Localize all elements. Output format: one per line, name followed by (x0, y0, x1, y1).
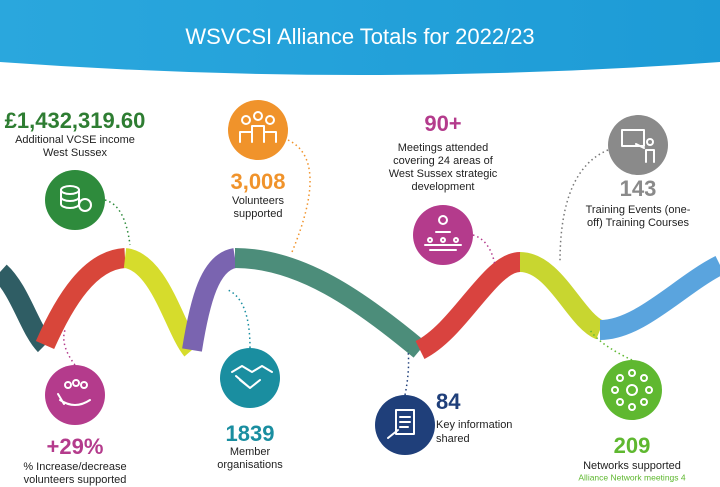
stat-value: 209 (614, 433, 651, 458)
icon-people (228, 100, 288, 160)
stat-label: Networks supported (583, 460, 681, 472)
stat-label: supported (234, 208, 283, 220)
stat-value: 1839 (226, 421, 275, 446)
connectors (63, 139, 633, 396)
stat-label: volunteers supported (24, 474, 127, 486)
stat-label: Member (230, 446, 271, 458)
stat-value: £1,432,319.60 (5, 108, 146, 133)
stat-label: Key information (436, 419, 512, 431)
stat-label: Training Events (one- (586, 204, 691, 216)
header-banner (0, 0, 720, 75)
stat-label: Meetings attended (398, 142, 489, 154)
stat-label: organisations (217, 459, 283, 471)
stat-label: % Increase/decrease (23, 461, 126, 473)
stat-label: Volunteers (232, 195, 284, 207)
stat-value: +29% (47, 434, 104, 459)
stat-value: 143 (620, 176, 657, 201)
icons (45, 100, 668, 455)
stat-note: Alliance Network meetings 4 (578, 472, 686, 482)
icon-handshake (220, 348, 280, 408)
stat-label: covering 24 areas of (393, 155, 494, 167)
title: WSVCSI Alliance Totals for 2022/23 (185, 24, 534, 49)
stat-label: off) Training Courses (587, 217, 689, 229)
icon-volunteers (45, 365, 105, 425)
stat-label: West Sussex strategic (389, 168, 498, 180)
icon-document (375, 395, 435, 455)
icon-network (602, 360, 662, 420)
stat-label: Additional VCSE income (15, 134, 135, 146)
stat-label: development (412, 181, 475, 193)
ribbon (0, 248, 720, 359)
stat-value: 90+ (424, 111, 461, 136)
stat-label: shared (436, 433, 470, 445)
stat-value: 84 (436, 389, 461, 414)
icon-meeting (413, 205, 473, 265)
stat-value: 3,008 (230, 169, 285, 194)
stat-label: West Sussex (43, 147, 107, 159)
